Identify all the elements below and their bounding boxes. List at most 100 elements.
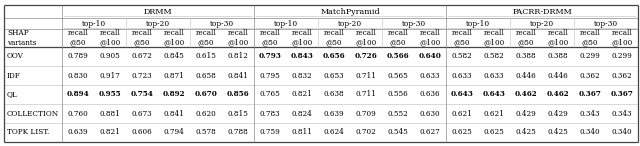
- Text: 0.640: 0.640: [419, 53, 442, 60]
- Text: recall
@100: recall @100: [611, 29, 632, 47]
- Text: recall
@100: recall @100: [163, 29, 184, 47]
- Text: recall
@100: recall @100: [547, 29, 568, 47]
- Text: recall
@100: recall @100: [483, 29, 504, 47]
- Text: 0.794: 0.794: [164, 128, 184, 137]
- Text: 0.639: 0.639: [68, 128, 88, 137]
- Text: 0.841: 0.841: [164, 110, 184, 118]
- Text: 0.367: 0.367: [579, 91, 602, 99]
- Text: 0.552: 0.552: [388, 110, 408, 118]
- Text: 0.726: 0.726: [355, 53, 378, 60]
- Text: COLLECTION: COLLECTION: [7, 110, 59, 118]
- Text: 0.556: 0.556: [388, 91, 408, 99]
- Text: 0.821: 0.821: [100, 128, 120, 137]
- Text: 0.795: 0.795: [260, 72, 280, 80]
- Text: 0.446: 0.446: [548, 72, 568, 80]
- Text: 0.343: 0.343: [580, 110, 600, 118]
- Text: 0.615: 0.615: [196, 53, 216, 60]
- Text: 0.630: 0.630: [420, 110, 440, 118]
- Text: 0.711: 0.711: [355, 72, 376, 80]
- Text: top-10: top-10: [274, 20, 298, 27]
- Text: recall
@50: recall @50: [452, 29, 472, 47]
- Text: recall
@50: recall @50: [516, 29, 536, 47]
- Text: 0.633: 0.633: [452, 72, 472, 80]
- Text: 0.625: 0.625: [484, 128, 504, 137]
- Text: SHAP
variants: SHAP variants: [7, 29, 36, 47]
- Text: 0.830: 0.830: [68, 72, 88, 80]
- Text: 0.643: 0.643: [483, 91, 506, 99]
- Text: 0.425: 0.425: [516, 128, 536, 137]
- Text: 0.627: 0.627: [420, 128, 440, 137]
- Text: 0.343: 0.343: [612, 110, 632, 118]
- Text: 0.955: 0.955: [99, 91, 122, 99]
- Text: top-10: top-10: [82, 20, 106, 27]
- Text: 0.653: 0.653: [324, 72, 344, 80]
- Text: 0.633: 0.633: [484, 72, 504, 80]
- Text: 0.545: 0.545: [388, 128, 408, 137]
- Text: 0.633: 0.633: [420, 72, 440, 80]
- Text: 0.606: 0.606: [132, 128, 152, 137]
- Text: 0.894: 0.894: [67, 91, 90, 99]
- Text: 0.793: 0.793: [259, 53, 282, 60]
- Text: 0.832: 0.832: [292, 72, 312, 80]
- Text: 0.811: 0.811: [291, 128, 312, 137]
- Text: 0.578: 0.578: [196, 128, 216, 137]
- Text: 0.789: 0.789: [68, 53, 88, 60]
- Text: 0.582: 0.582: [484, 53, 504, 60]
- Text: 0.765: 0.765: [260, 91, 280, 99]
- Text: 0.905: 0.905: [100, 53, 120, 60]
- Text: 0.711: 0.711: [355, 91, 376, 99]
- Text: DRMM: DRMM: [144, 7, 172, 15]
- Text: 0.388: 0.388: [548, 53, 568, 60]
- Text: 0.462: 0.462: [515, 91, 538, 99]
- Text: 0.881: 0.881: [100, 110, 120, 118]
- Text: recall
@50: recall @50: [324, 29, 344, 47]
- Text: 0.429: 0.429: [548, 110, 568, 118]
- Text: 0.658: 0.658: [196, 72, 216, 80]
- Text: 0.367: 0.367: [611, 91, 634, 99]
- Text: 0.299: 0.299: [612, 53, 632, 60]
- Text: 0.824: 0.824: [292, 110, 312, 118]
- Text: recall
@50: recall @50: [196, 29, 216, 47]
- Text: 0.815: 0.815: [228, 110, 248, 118]
- Text: 0.656: 0.656: [323, 53, 346, 60]
- Text: 0.425: 0.425: [548, 128, 568, 137]
- Text: 0.845: 0.845: [164, 53, 184, 60]
- Text: 0.624: 0.624: [324, 128, 344, 137]
- Text: 0.340: 0.340: [580, 128, 600, 137]
- Text: recall
@100: recall @100: [227, 29, 248, 47]
- Text: 0.620: 0.620: [196, 110, 216, 118]
- Text: 0.565: 0.565: [388, 72, 408, 80]
- Text: 0.621: 0.621: [452, 110, 472, 118]
- Text: 0.843: 0.843: [291, 53, 314, 60]
- Text: 0.709: 0.709: [356, 110, 376, 118]
- Text: 0.788: 0.788: [228, 128, 248, 137]
- Text: 0.759: 0.759: [260, 128, 280, 137]
- Text: 0.760: 0.760: [68, 110, 88, 118]
- Text: QL: QL: [7, 91, 18, 99]
- Text: recall
@100: recall @100: [291, 29, 312, 47]
- Text: 0.388: 0.388: [516, 53, 536, 60]
- Text: recall
@100: recall @100: [355, 29, 376, 47]
- Text: MatchPyramid: MatchPyramid: [320, 7, 380, 15]
- Text: recall
@50: recall @50: [580, 29, 600, 47]
- Text: 0.582: 0.582: [452, 53, 472, 60]
- Text: 0.783: 0.783: [260, 110, 280, 118]
- Text: 0.892: 0.892: [163, 91, 186, 99]
- Text: recall
@100: recall @100: [419, 29, 440, 47]
- Text: 0.429: 0.429: [516, 110, 536, 118]
- Text: 0.702: 0.702: [356, 128, 376, 137]
- Text: top-20: top-20: [146, 20, 170, 27]
- Text: top-30: top-30: [210, 20, 234, 27]
- Text: 0.625: 0.625: [452, 128, 472, 137]
- Text: 0.723: 0.723: [132, 72, 152, 80]
- Text: 0.446: 0.446: [516, 72, 536, 80]
- Text: 0.670: 0.670: [195, 91, 218, 99]
- Text: 0.362: 0.362: [580, 72, 600, 80]
- Text: 0.672: 0.672: [132, 53, 152, 60]
- Text: 0.621: 0.621: [484, 110, 504, 118]
- Text: 0.871: 0.871: [164, 72, 184, 80]
- Text: recall
@100: recall @100: [99, 29, 120, 47]
- Text: top-20: top-20: [338, 20, 362, 27]
- Text: top-30: top-30: [594, 20, 618, 27]
- Text: 0.639: 0.639: [324, 110, 344, 118]
